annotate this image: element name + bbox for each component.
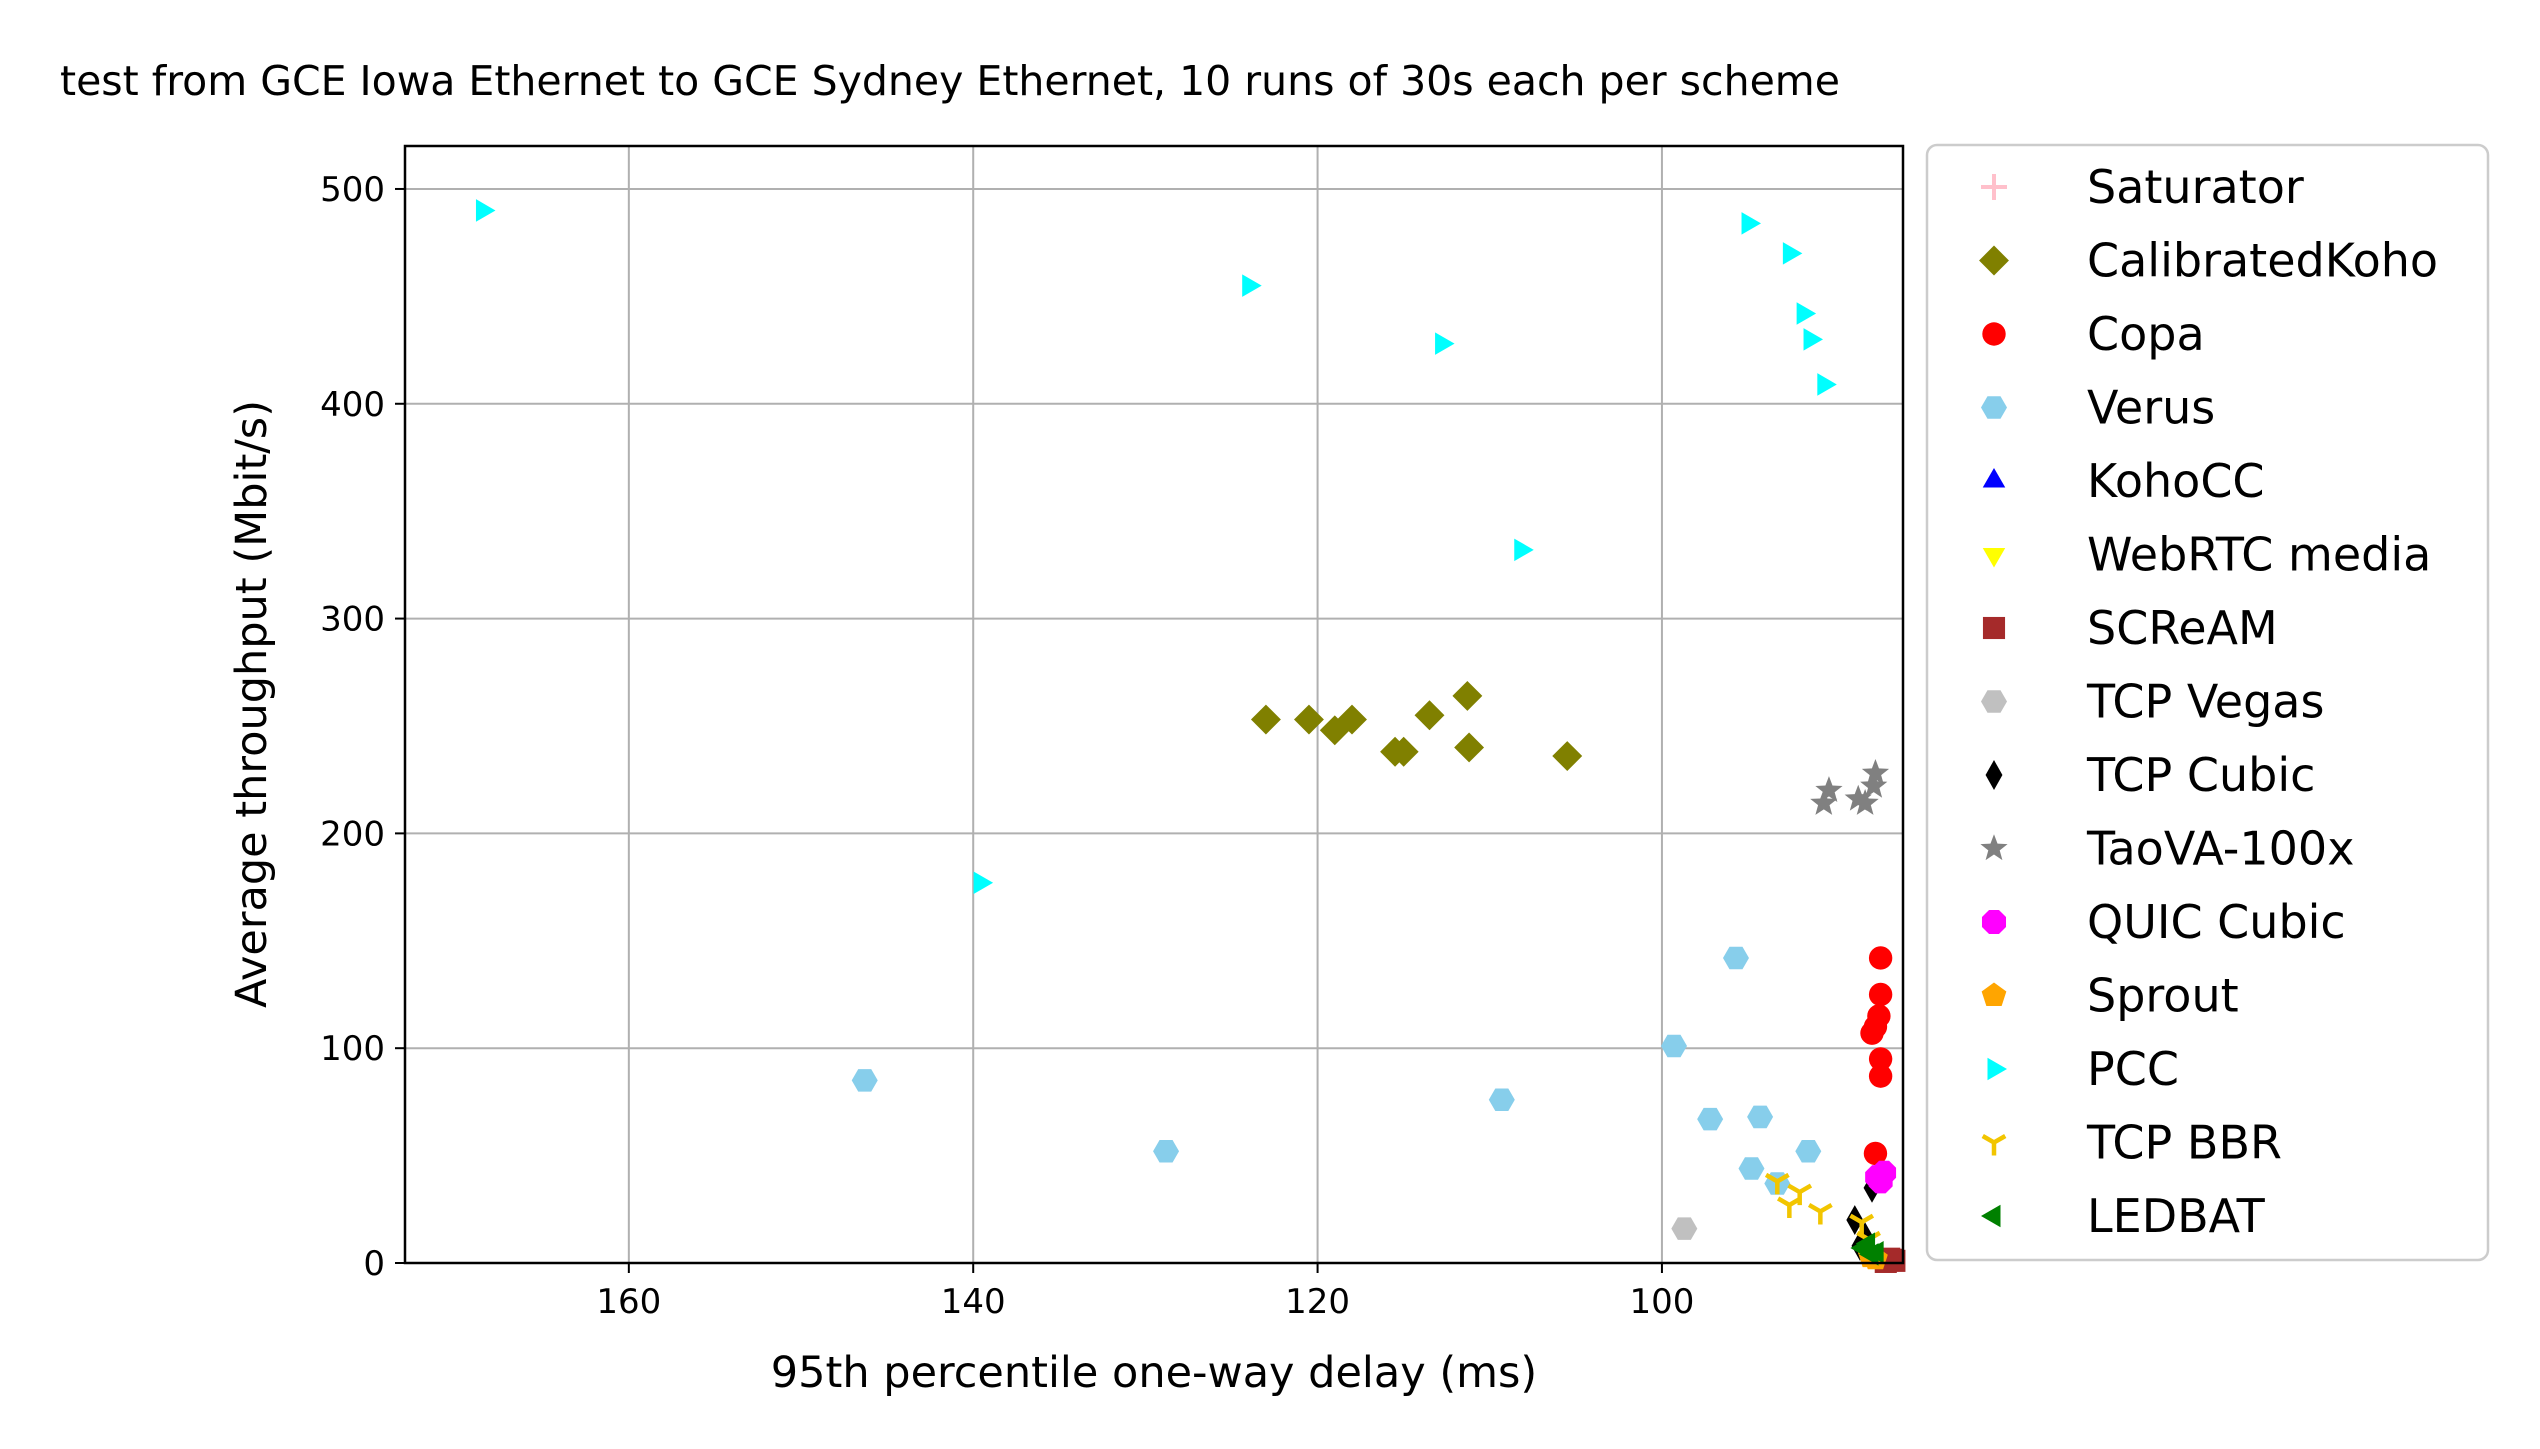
x-tick-label: 160	[596, 1282, 661, 1322]
legend-marker-sprout	[1981, 982, 2007, 1007]
point-verus	[1722, 946, 1749, 970]
x-tick-label: 120	[1285, 1282, 1350, 1322]
legend-marker-tcp-cubic	[1985, 760, 2003, 790]
legend-marker-kohocc	[1982, 468, 2006, 488]
point-calibratedkoho	[1388, 736, 1419, 767]
legend-label-tcp-cubic: TCP Cubic	[2086, 748, 2315, 802]
legend-label-verus: Verus	[2087, 381, 2215, 435]
y-tick-label: 300	[320, 600, 385, 640]
point-copa	[1868, 982, 1893, 1007]
legend: Saturator CalibratedKoho Copa Verus KohoCC We…	[1925, 143, 2490, 1262]
legend-label-copa: Copa	[2087, 307, 2205, 361]
plot-area-frame	[403, 144, 1905, 1265]
point-verus	[1747, 1105, 1774, 1129]
legend-label-tcp-bbr: TCP BBR	[2086, 1116, 2282, 1170]
y-tick-label: 100	[320, 1029, 385, 1069]
point-tcp-bbr	[1807, 1203, 1833, 1225]
legend-marker-pcc	[1987, 1057, 2007, 1081]
y-tick-label: 500	[320, 170, 385, 210]
data-points	[475, 199, 1906, 1273]
point-taova-100x	[1815, 776, 1843, 802]
point-quic-cubic	[1865, 1165, 1890, 1190]
y-tick-label: 200	[320, 814, 385, 854]
legend-label-kohocc: KohoCC	[2087, 454, 2265, 508]
legend-label-sprout: Sprout	[2087, 969, 2239, 1023]
legend-marker-ledbat	[1981, 1204, 2001, 1228]
point-verus	[851, 1069, 878, 1092]
legend-marker-quic-cubic	[1981, 909, 2007, 935]
legend-marker-taova-100x	[1980, 834, 2008, 861]
point-verus	[1153, 1140, 1180, 1163]
legend-label-saturator: Saturator	[2087, 160, 2304, 214]
point-calibratedkoho	[1294, 704, 1324, 735]
point-tcp-bbr	[1776, 1196, 1802, 1218]
legend-label-tcp-vegas: TCP Vegas	[2086, 675, 2324, 729]
legend-label-pcc: PCC	[2087, 1042, 2179, 1096]
legend-marker-tcp-bbr	[1981, 1134, 2007, 1156]
point-calibratedkoho	[1414, 700, 1445, 731]
y-tick-label: 0	[363, 1244, 385, 1284]
legend-marker-saturator	[1981, 174, 2007, 200]
point-taova-100x	[1851, 789, 1879, 815]
point-taova-100x	[1810, 789, 1838, 815]
point-calibratedkoho	[1250, 704, 1281, 735]
point-pcc	[1782, 242, 1803, 265]
legend-marker-scream	[1982, 616, 2006, 640]
point-pcc	[1514, 538, 1534, 562]
legend-marker-tcp-vegas	[1981, 690, 2007, 713]
point-pcc	[1242, 274, 1262, 297]
point-calibratedkoho	[1452, 680, 1483, 711]
point-taova-100x	[1861, 758, 1890, 785]
legend-label-webrtc-media: WebRTC media	[2087, 528, 2431, 582]
point-calibratedkoho	[1337, 704, 1367, 735]
point-tcp-bbr	[1764, 1172, 1790, 1195]
point-copa	[1868, 1064, 1893, 1088]
point-tcp-bbr	[1787, 1183, 1813, 1206]
legend-marker-verus	[1981, 396, 2007, 419]
point-ledbat	[1855, 1232, 1876, 1255]
point-verus	[1795, 1140, 1822, 1163]
legend-marker-calibratedkoho	[1979, 245, 2009, 276]
point-calibratedkoho	[1454, 732, 1485, 763]
legend-marker-webrtc-media	[1982, 548, 2006, 568]
point-calibratedkoho	[1552, 741, 1583, 772]
point-pcc	[1817, 373, 1837, 396]
legend-label-taova-100x: TaoVA-100x	[2086, 822, 2354, 876]
legend-label-ledbat: LEDBAT	[2087, 1189, 2266, 1243]
point-verus	[1738, 1157, 1765, 1180]
point-copa	[1868, 946, 1893, 970]
grid	[405, 146, 1903, 1264]
point-pcc	[1435, 332, 1455, 355]
legend-label-quic-cubic: QUIC Cubic	[2087, 895, 2346, 949]
point-pcc	[1741, 212, 1762, 235]
chart-title: test from GCE Iowa Ethernet to GCE Sydne…	[60, 57, 1840, 105]
x-tick-label: 140	[941, 1282, 1006, 1322]
x-tick-label: 100	[1629, 1282, 1694, 1322]
x-axis-label: 95th percentile one-way delay (ms)	[771, 1348, 1537, 1398]
legend-marker-copa	[1982, 322, 2006, 346]
y-axis-label: Average throughput (Mbit/s)	[227, 400, 277, 1008]
point-pcc	[1803, 328, 1824, 351]
legend-frame	[1925, 143, 2490, 1262]
point-calibratedkoho	[1319, 715, 1350, 746]
legend-label-calibratedkoho: CalibratedKoho	[2087, 234, 2438, 288]
y-tick-label: 400	[320, 385, 385, 425]
point-verus	[1488, 1088, 1515, 1111]
point-pcc	[1796, 302, 1817, 325]
point-verus	[1697, 1107, 1724, 1131]
point-tcp-vegas	[1671, 1217, 1698, 1240]
point-pcc	[475, 199, 496, 222]
point-taova-100x	[1844, 784, 1872, 811]
point-pcc	[973, 871, 994, 895]
point-copa	[1863, 1141, 1888, 1166]
point-copa	[1860, 1021, 1884, 1045]
legend-label-scream: SCReAM	[2087, 601, 2278, 655]
axis-ticks: 160 140 120 100 0 100 200 300 400 500	[320, 170, 1694, 1322]
point-taova-100x	[1860, 771, 1888, 798]
point-verus	[1661, 1034, 1687, 1058]
point-copa	[1868, 1047, 1893, 1071]
